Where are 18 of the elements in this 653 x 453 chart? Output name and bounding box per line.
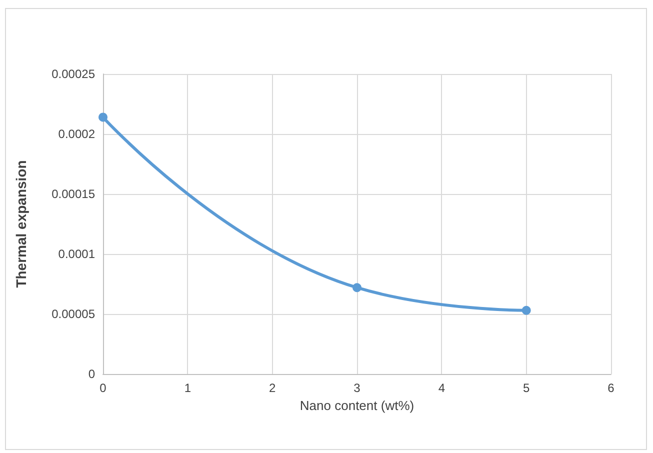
x-tick-label: 5 xyxy=(522,381,530,395)
x-tick-label: 3 xyxy=(354,381,361,395)
x-tick-label: 1 xyxy=(184,381,192,395)
y-tick-label: 0.00025 xyxy=(52,67,96,81)
x-tick-label: 2 xyxy=(268,381,276,395)
x-axis-title: Nano content (wt%) xyxy=(300,398,414,413)
point xyxy=(352,283,362,292)
y-tick-label: 0.0002 xyxy=(58,127,96,141)
x-tick-label: 4 xyxy=(438,381,446,395)
point xyxy=(98,112,108,122)
y-axis-title: Thermal expansion xyxy=(13,160,29,288)
y-tick-label: 0.00005 xyxy=(52,307,96,321)
y-tick-label: 0 xyxy=(88,367,96,381)
x-tick-label: 6 xyxy=(608,381,615,395)
y-tick-label: 0.0001 xyxy=(58,247,96,261)
y-tick-label: 0.00015 xyxy=(52,187,96,201)
point xyxy=(522,306,531,315)
x-tick-label: 0 xyxy=(100,381,107,395)
